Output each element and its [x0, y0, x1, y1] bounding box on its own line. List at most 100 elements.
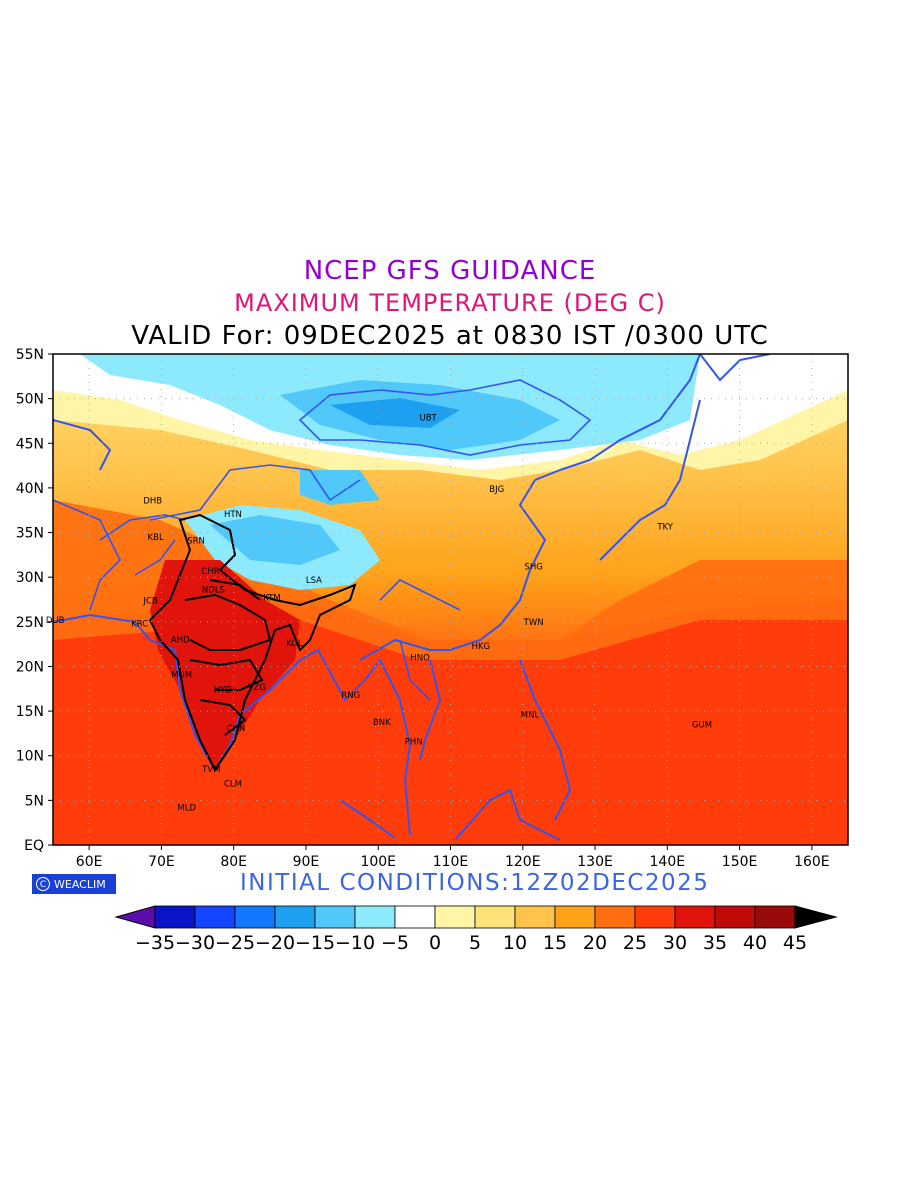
- lon-tick-label: 140E: [650, 854, 686, 870]
- country-borders: [53, 379, 592, 701]
- city-label: TVM: [201, 765, 220, 775]
- city-labels: UBT BJG TKY SHG TWN HKG HNO MNL GUM PHN BNK RNG LSA K…: [46, 413, 712, 813]
- colorbar-label: −10: [335, 932, 375, 954]
- weaclim-logo: C WEACLIM: [32, 874, 116, 894]
- city-label: RNG: [341, 691, 360, 701]
- colorbar-label: −35: [135, 932, 175, 954]
- colorbar-swatch: [634, 905, 676, 929]
- lat-tick-label: 20N: [16, 659, 44, 675]
- lon-tick-label: 90E: [293, 854, 320, 870]
- colorbar-swatch: [674, 905, 716, 929]
- city-label: DUB: [46, 616, 65, 626]
- city-label: CLM: [224, 779, 242, 789]
- colorbar-swatch: [754, 905, 796, 929]
- colorbar-label: −25: [215, 932, 255, 954]
- lat-tick-label: EQ: [24, 838, 44, 854]
- city-label: CHN: [227, 724, 246, 734]
- city-label: KRC: [131, 620, 148, 630]
- title-guidance: NCEP GFS GUIDANCE: [303, 256, 597, 286]
- colorbar-label: −15: [295, 932, 335, 954]
- logo-text: WEACLIM: [54, 877, 106, 891]
- colorbar-upper-arrow: [794, 905, 838, 929]
- colorbar-swatch: [394, 905, 436, 929]
- lon-tick-label: 110E: [433, 854, 469, 870]
- lon-tick-label: 160E: [794, 854, 830, 870]
- colorbar-label: 25: [623, 932, 647, 954]
- city-label: HTN: [224, 510, 242, 520]
- colorbar-label: −30: [175, 932, 215, 954]
- lat-tick-label: 50N: [16, 392, 44, 408]
- city-label: NDLS: [202, 586, 225, 596]
- city-label: UBT: [419, 413, 437, 423]
- city-label: BJG: [489, 485, 504, 495]
- colorbar-swatch: [514, 905, 556, 929]
- city-label: LSA: [306, 576, 322, 586]
- india-state-borders: [148, 513, 357, 772]
- colorbar-swatch: [154, 905, 196, 929]
- city-label: CHR: [201, 567, 219, 577]
- lat-tick-label: 40N: [16, 481, 44, 497]
- colorbar-label: 20: [583, 932, 607, 954]
- lon-tick-label: 80E: [220, 854, 247, 870]
- city-label: BNK: [373, 718, 391, 728]
- city-label: MLD: [177, 804, 196, 814]
- colorbar-swatch: [314, 905, 356, 929]
- colorbar-swatch: [194, 905, 236, 929]
- colorbar-label: 45: [783, 932, 807, 954]
- colorbar-label: 30: [663, 932, 687, 954]
- copyright-circle-icon: C: [36, 877, 50, 891]
- city-label: GUM: [692, 720, 712, 730]
- colorbar-label: 15: [543, 932, 567, 954]
- lat-tick-label: 30N: [16, 570, 44, 586]
- city-label: MNL: [521, 711, 540, 721]
- colorbar-swatch: [234, 905, 276, 929]
- city-label: PHN: [405, 737, 423, 747]
- title-valid-time: VALID For: 09DEC2025 at 0830 IST /0300 U…: [131, 321, 769, 351]
- longitude-tick-labels: 60E 70E 80E 90E 100E 110E 120E 130E 140E 150E 160E: [76, 845, 830, 870]
- city-label: MUM: [171, 670, 192, 680]
- city-label: HYD: [214, 686, 233, 696]
- lon-tick-label: 60E: [76, 854, 103, 870]
- lat-tick-label: 15N: [16, 704, 44, 720]
- graticule: [53, 354, 848, 845]
- city-label: SRN: [187, 537, 205, 547]
- lat-tick-label: 35N: [16, 526, 44, 542]
- city-label: HKG: [472, 642, 491, 652]
- city-label: TWN: [523, 618, 544, 628]
- colorbar-label: 5: [469, 932, 481, 954]
- lat-tick-label: 25N: [16, 615, 44, 631]
- city-label: KOL: [286, 639, 303, 649]
- colorbar-lower-arrow: [114, 905, 156, 929]
- lat-tick-label: 10N: [16, 749, 44, 765]
- colorbar: [114, 905, 838, 929]
- colorbar-labels: −35 −30 −25 −20 −15 −10 −5 0 5 10 15 20 25 30 35 40 45: [135, 932, 807, 954]
- colorbar-label: 10: [503, 932, 527, 954]
- colorbar-swatch: [354, 905, 396, 929]
- city-label: JCB: [142, 596, 157, 606]
- colorbar-label: 40: [743, 932, 767, 954]
- city-label: KBL: [148, 533, 164, 543]
- lon-tick-label: 100E: [360, 854, 396, 870]
- city-label: HNO: [410, 654, 430, 664]
- colorbar-label: 35: [703, 932, 727, 954]
- title-parameter: MAXIMUM TEMPERATURE (DEG C): [234, 289, 666, 317]
- city-label: SHG: [524, 562, 542, 572]
- lon-tick-label: 70E: [148, 854, 175, 870]
- initial-conditions: INITIAL CONDITIONS:12Z02DEC2025: [240, 870, 710, 896]
- colorbar-swatch: [594, 905, 636, 929]
- colorbar-swatch: [554, 905, 596, 929]
- lat-tick-label: 45N: [16, 436, 44, 452]
- colorbar-swatch: [434, 905, 476, 929]
- city-label: TKY: [656, 522, 673, 532]
- colorbar-label: −5: [381, 932, 409, 954]
- latitude-tick-labels: 55N 50N 45N 40N 35N 30N 25N 20N 15N 10N 5N EQ: [16, 347, 53, 854]
- city-label: VZG: [248, 683, 266, 693]
- colorbar-label: 0: [429, 932, 441, 954]
- colorbar-swatch: [474, 905, 516, 929]
- city-label: KTM: [263, 594, 280, 604]
- colorbar-swatch: [274, 905, 316, 929]
- lon-tick-label: 120E: [505, 854, 541, 870]
- lat-tick-label: 5N: [25, 793, 44, 809]
- lon-tick-label: 150E: [722, 854, 758, 870]
